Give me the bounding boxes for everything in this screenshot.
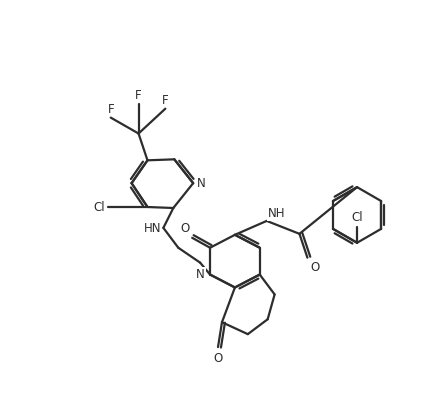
Text: O: O [180, 222, 189, 235]
Text: NH: NH [267, 207, 285, 220]
Text: O: O [310, 261, 319, 274]
Text: N: N [196, 268, 205, 281]
Text: HN: HN [144, 223, 161, 235]
Text: F: F [107, 103, 114, 116]
Text: Cl: Cl [350, 211, 362, 224]
Text: F: F [135, 89, 141, 102]
Text: Cl: Cl [93, 201, 105, 213]
Text: F: F [162, 94, 168, 106]
Text: O: O [213, 352, 222, 365]
Text: N: N [197, 177, 205, 190]
